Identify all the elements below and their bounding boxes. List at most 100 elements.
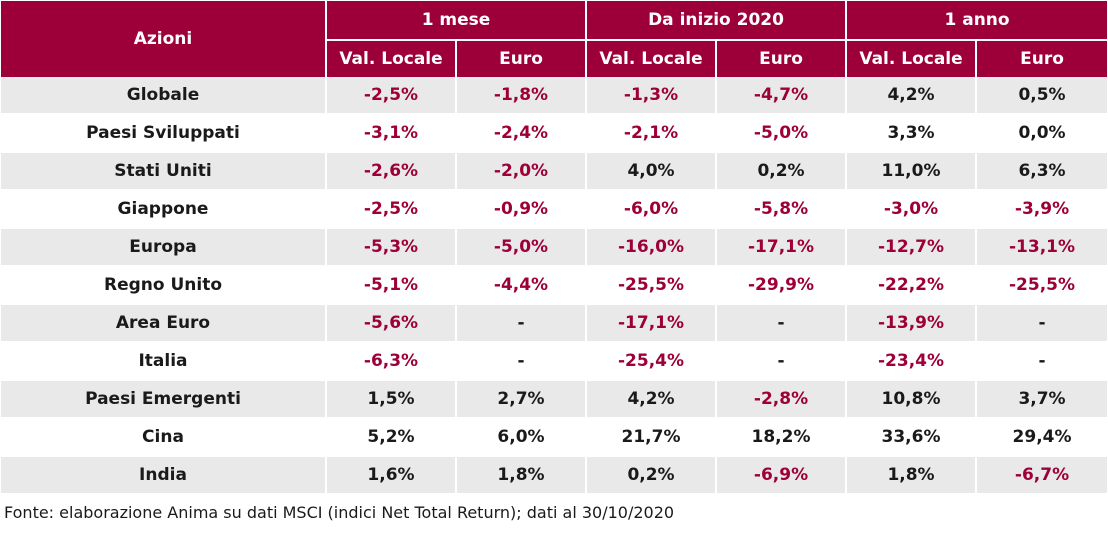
row-label: Stati Uniti <box>1 153 327 191</box>
table-cell: -5,6% <box>327 305 457 343</box>
table-cell: 2,7% <box>457 381 588 419</box>
table-cell: 0,2% <box>717 153 848 191</box>
table-cell: -6,7% <box>977 457 1108 495</box>
performance-table: Azioni 1 mese Da inizio 2020 1 anno Val.… <box>1 1 1108 495</box>
table-cell: -16,0% <box>587 229 718 267</box>
table-row: Area Euro -5,6% - -17,1% - -13,9% - <box>1 305 1108 343</box>
table-cell: - <box>457 343 588 381</box>
subheader-euro: Euro <box>457 41 588 77</box>
table-cell: 33,6% <box>847 419 978 457</box>
table-cell: -25,4% <box>587 343 718 381</box>
table-cell: -13,9% <box>847 305 978 343</box>
table-cell: -5,3% <box>327 229 457 267</box>
table-cell: -3,1% <box>327 115 457 153</box>
table-cell: -2,8% <box>717 381 848 419</box>
table-cell: -5,1% <box>327 267 457 305</box>
table-cell: 5,2% <box>327 419 457 457</box>
table-cell: -1,3% <box>587 77 718 115</box>
table-cell: -6,9% <box>717 457 848 495</box>
row-label: India <box>1 457 327 495</box>
table-cell: -1,8% <box>457 77 588 115</box>
table-cell: -0,9% <box>457 191 588 229</box>
table-cell: 3,7% <box>977 381 1108 419</box>
table-cell: 4,2% <box>847 77 978 115</box>
table-row: Paesi Sviluppati -3,1% -2,4% -2,1% -5,0% 3,3%… <box>1 115 1108 153</box>
table-cell: -4,4% <box>457 267 588 305</box>
table-cell: -2,1% <box>587 115 718 153</box>
table-cell: -5,8% <box>717 191 848 229</box>
table-body: Globale -2,5% -1,8% -1,3% -4,7% 4,2% 0,5% Paesi… <box>1 77 1108 495</box>
row-label: Globale <box>1 77 327 115</box>
row-label: Europa <box>1 229 327 267</box>
table-cell: - <box>457 305 588 343</box>
table-cell: 3,3% <box>847 115 978 153</box>
row-label: Paesi Sviluppati <box>1 115 327 153</box>
table-cell: -25,5% <box>977 267 1108 305</box>
row-label: Giappone <box>1 191 327 229</box>
source-note: Fonte: elaborazione Anima su dati MSCI (… <box>4 503 675 522</box>
table-cell: 1,8% <box>847 457 978 495</box>
table-row: India 1,6% 1,8% 0,2% -6,9% 1,8% -6,7% <box>1 457 1108 495</box>
table-cell: -23,4% <box>847 343 978 381</box>
table-row: Cina 5,2% 6,0% 21,7% 18,2% 33,6% 29,4% <box>1 419 1108 457</box>
table-cell: 11,0% <box>847 153 978 191</box>
subheader-euro: Euro <box>977 41 1108 77</box>
table-cell: 0,0% <box>977 115 1108 153</box>
table-cell: 4,0% <box>587 153 718 191</box>
table-cell: -29,9% <box>717 267 848 305</box>
table-cell: 0,2% <box>587 457 718 495</box>
table-cell: -12,7% <box>847 229 978 267</box>
table-cell: -5,0% <box>717 115 848 153</box>
table-cell: 4,2% <box>587 381 718 419</box>
table-row: Regno Unito -5,1% -4,4% -25,5% -29,9% -22,2% -… <box>1 267 1108 305</box>
subheader-local-currency: Val. Locale <box>587 41 718 77</box>
table-cell: 6,3% <box>977 153 1108 191</box>
row-label: Regno Unito <box>1 267 327 305</box>
subheader-local-currency: Val. Locale <box>847 41 978 77</box>
table-cell: 10,8% <box>847 381 978 419</box>
table-cell: - <box>977 305 1108 343</box>
table-cell: -2,4% <box>457 115 588 153</box>
table-cell: 1,6% <box>327 457 457 495</box>
table-cell: -5,0% <box>457 229 588 267</box>
table-cell: 1,5% <box>327 381 457 419</box>
table-cell: -2,5% <box>327 77 457 115</box>
table-cell: 1,8% <box>457 457 588 495</box>
table-cell: 6,0% <box>457 419 588 457</box>
subheader-euro: Euro <box>717 41 848 77</box>
table-cell: -3,0% <box>847 191 978 229</box>
table-cell: 18,2% <box>717 419 848 457</box>
subheader-local-currency: Val. Locale <box>327 41 457 77</box>
table-cell: 21,7% <box>587 419 718 457</box>
table-cell: - <box>717 343 848 381</box>
table-cell: -2,5% <box>327 191 457 229</box>
label-column-header: Azioni <box>1 1 327 77</box>
table-row: Globale -2,5% -1,8% -1,3% -4,7% 4,2% 0,5% <box>1 77 1108 115</box>
table-cell: 0,5% <box>977 77 1108 115</box>
row-label: Area Euro <box>1 305 327 343</box>
table-row: Europa -5,3% -5,0% -16,0% -17,1% -12,7% -13,1% <box>1 229 1108 267</box>
table-cell: -6,3% <box>327 343 457 381</box>
table-row: Stati Uniti -2,6% -2,0% 4,0% 0,2% 11,0% 6,3% <box>1 153 1108 191</box>
table-cell: -2,0% <box>457 153 588 191</box>
table-row: Giappone -2,5% -0,9% -6,0% -5,8% -3,0% -3,9% <box>1 191 1108 229</box>
table-row: Italia -6,3% - -25,4% - -23,4% - <box>1 343 1108 381</box>
table-cell: -25,5% <box>587 267 718 305</box>
table-cell: -13,1% <box>977 229 1108 267</box>
table-cell: - <box>977 343 1108 381</box>
table-cell: -6,0% <box>587 191 718 229</box>
table-header: Azioni 1 mese Da inizio 2020 1 anno Val.… <box>1 1 1108 77</box>
table-cell: 29,4% <box>977 419 1108 457</box>
row-label: Paesi Emergenti <box>1 381 327 419</box>
table-cell: -4,7% <box>717 77 848 115</box>
table-row: Paesi Emergenti 1,5% 2,7% 4,2% -2,8% 10,8% 3,7… <box>1 381 1108 419</box>
table-cell: - <box>717 305 848 343</box>
table-cell: -22,2% <box>847 267 978 305</box>
table-cell: -17,1% <box>587 305 718 343</box>
table-cell: -2,6% <box>327 153 457 191</box>
group-header-1-month: 1 mese <box>327 1 588 41</box>
row-label: Italia <box>1 343 327 381</box>
row-label: Cina <box>1 419 327 457</box>
group-header-ytd: Da inizio 2020 <box>587 1 848 41</box>
